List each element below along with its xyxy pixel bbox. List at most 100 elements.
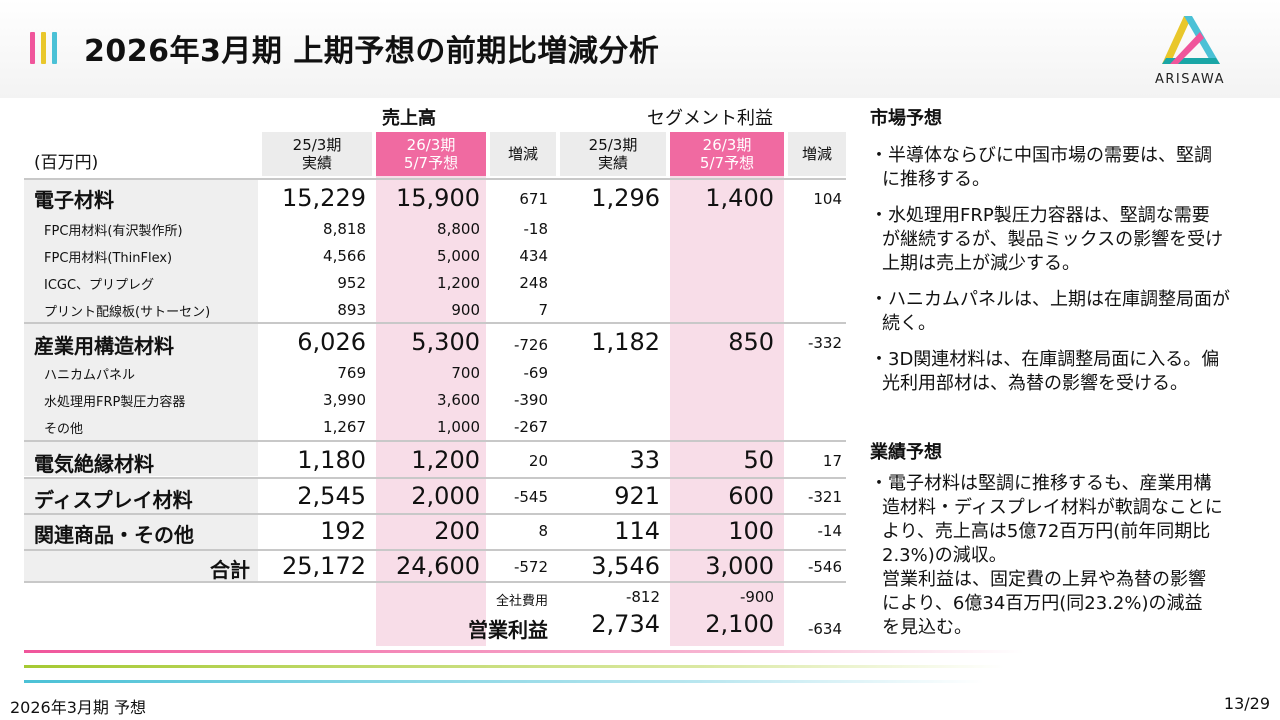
bullet-line: ・半導体ならびに中国市場の需要は、堅調 bbox=[870, 145, 1212, 166]
table-cell: 1,267 bbox=[323, 418, 366, 436]
row-label: ディスプレイ材料 bbox=[34, 488, 193, 512]
table-cell: 1,296 bbox=[591, 184, 660, 212]
divider bbox=[24, 178, 846, 180]
table-cell: 921 bbox=[614, 482, 660, 510]
page-title: 2026年3月期 上期予想の前期比増減分析 bbox=[84, 34, 660, 69]
table-cell: 850 bbox=[728, 328, 774, 356]
divider bbox=[24, 440, 846, 442]
results-line: 2.3%)の減収。 bbox=[882, 545, 1007, 566]
results-line: ・電子材料は堅調に推移するも、産業用構 bbox=[870, 473, 1212, 494]
market-bullet: ・水処理用FRP製圧力容器は、堅調な需要 が継続するが、製品ミックスの影響を受け… bbox=[870, 204, 1223, 276]
row-label: 電子材料 bbox=[34, 188, 114, 212]
row-label-bg bbox=[24, 515, 258, 549]
bullet-line: ・ハニカムパネルは、上期は在庫調整局面が bbox=[870, 289, 1230, 310]
results-line: を見込む。 bbox=[882, 617, 972, 638]
market-bullet: ・半導体ならびに中国市場の需要は、堅調 に推移する。 bbox=[870, 144, 1212, 192]
table-cell: -634 bbox=[807, 620, 842, 638]
col-header-diff-profit: 増減 bbox=[788, 132, 846, 176]
forecast-col-bg bbox=[376, 134, 486, 646]
row-label: 産業用構造材料 bbox=[34, 334, 174, 358]
col-header-diff-sales: 増減 bbox=[490, 132, 556, 176]
market-bullet: ・3D関連材料は、在庫調整局面に入る。偏 光利用部材は、為替の影響を受ける。 bbox=[870, 348, 1219, 396]
table-cell: -545 bbox=[513, 488, 548, 506]
table-cell: 5,300 bbox=[411, 328, 480, 356]
page-number: 13/29 bbox=[1223, 694, 1270, 713]
table-cell: 2,100 bbox=[705, 610, 774, 638]
table-cell: 3,546 bbox=[591, 552, 660, 580]
row-label: ICGC、プリプレグ bbox=[44, 278, 155, 293]
table-cell: -332 bbox=[807, 334, 842, 352]
table-cell: 2,545 bbox=[297, 482, 366, 510]
triangle-logo-icon bbox=[1162, 16, 1220, 64]
accent-bars-icon bbox=[30, 32, 70, 68]
table-cell: 893 bbox=[337, 301, 366, 319]
table-cell: 434 bbox=[519, 247, 548, 265]
row-label: プリント配線板(サトーセン) bbox=[44, 305, 211, 320]
table-cell: 8 bbox=[538, 522, 548, 540]
results-line: 造材料・ディスプレイ材料が軟調なことに bbox=[882, 497, 1223, 518]
col-header-fcst-sales: 26/3期 5/7予想 bbox=[376, 132, 486, 176]
table-cell: 20 bbox=[528, 452, 548, 470]
table-cell: 248 bbox=[519, 274, 548, 292]
table-cell: 24,600 bbox=[396, 552, 480, 580]
table-cell: 6,026 bbox=[297, 328, 366, 356]
table-cell: -14 bbox=[817, 522, 843, 540]
col-header-line: 25/3期 bbox=[292, 136, 342, 154]
results-heading: 業績予想 bbox=[870, 442, 942, 463]
logo-text: ARISAWA bbox=[1155, 72, 1225, 87]
unit-label: (百万円) bbox=[34, 153, 99, 173]
bullet-line: に推移する。 bbox=[882, 169, 990, 190]
table-cell: 200 bbox=[434, 517, 480, 545]
corp-expense-label: 全社費用 bbox=[495, 594, 548, 609]
results-text: ・電子材料は堅調に推移するも、産業用構 造材料・ディスプレイ材料が軟調なことに … bbox=[870, 472, 1223, 640]
row-label: ハニカムパネル bbox=[44, 368, 136, 383]
table-cell: -546 bbox=[807, 558, 842, 576]
bullet-line: 光利用部材は、為替の影響を受ける。 bbox=[882, 373, 1188, 394]
table-cell: 192 bbox=[320, 517, 366, 545]
row-label: 水処理用FRP製圧力容器 bbox=[44, 395, 186, 410]
group-sales-header: 売上高 bbox=[382, 108, 436, 129]
col-header-line: 5/7予想 bbox=[699, 154, 755, 172]
table-cell: 17 bbox=[822, 452, 842, 470]
table-cell: 3,600 bbox=[437, 391, 480, 409]
table-cell: 700 bbox=[451, 364, 480, 382]
table-cell: 952 bbox=[337, 274, 366, 292]
table-cell: -572 bbox=[513, 558, 548, 576]
bullet-line: ・水処理用FRP製圧力容器は、堅調な需要 bbox=[870, 205, 1210, 226]
divider bbox=[24, 322, 846, 324]
table-cell: 1,000 bbox=[437, 418, 480, 436]
table-cell: 1,180 bbox=[297, 446, 366, 474]
table-cell: 7 bbox=[538, 301, 548, 319]
row-label-total: 合計 bbox=[210, 558, 250, 582]
row-label: FPC用材料(有沢製作所) bbox=[44, 224, 183, 239]
table-cell: 8,818 bbox=[323, 220, 366, 238]
col-header-line: 実績 bbox=[597, 154, 628, 172]
row-label: 関連商品・その他 bbox=[34, 523, 194, 547]
segment-table: 売上高 セグメント利益 (百万円) 25/3期 実績 26/3期 5/7予想 増減 … bbox=[24, 100, 846, 646]
divider bbox=[24, 513, 846, 515]
bullet-line: 続く。 bbox=[882, 313, 936, 334]
table-cell: 671 bbox=[519, 190, 548, 208]
table-cell: 1,400 bbox=[705, 184, 774, 212]
footer-label: 2026年3月期 予想 bbox=[10, 698, 146, 717]
table-cell: 33 bbox=[629, 446, 660, 474]
table-cell: -900 bbox=[739, 588, 774, 606]
col-header-line: 25/3期 bbox=[588, 136, 638, 154]
bullet-line: が継続するが、製品ミックスの影響を受け bbox=[882, 229, 1224, 250]
results-line: より、売上高は5億72百万円(前年同期比 bbox=[882, 521, 1211, 542]
bullet-line: 上期は売上が減少する。 bbox=[882, 253, 1080, 274]
table-cell: -321 bbox=[807, 488, 842, 506]
results-line: 営業利益は、固定費の上昇や為替の影響 bbox=[882, 569, 1206, 590]
col-header-fcst-profit: 26/3期 5/7予想 bbox=[670, 132, 784, 176]
table-cell: -18 bbox=[523, 220, 549, 238]
table-cell: -267 bbox=[513, 418, 548, 436]
col-header-prev-profit: 25/3期 実績 bbox=[560, 132, 666, 176]
col-header-line: 26/3期 bbox=[702, 136, 752, 154]
arisawa-logo: ARISAWA bbox=[1140, 8, 1240, 92]
table-cell: 1,182 bbox=[591, 328, 660, 356]
group-profit-header: セグメント利益 bbox=[647, 108, 773, 129]
table-cell: 15,229 bbox=[282, 184, 366, 212]
divider bbox=[24, 549, 846, 551]
row-label: 電気絶縁材料 bbox=[34, 452, 154, 476]
table-cell: 3,000 bbox=[705, 552, 774, 580]
